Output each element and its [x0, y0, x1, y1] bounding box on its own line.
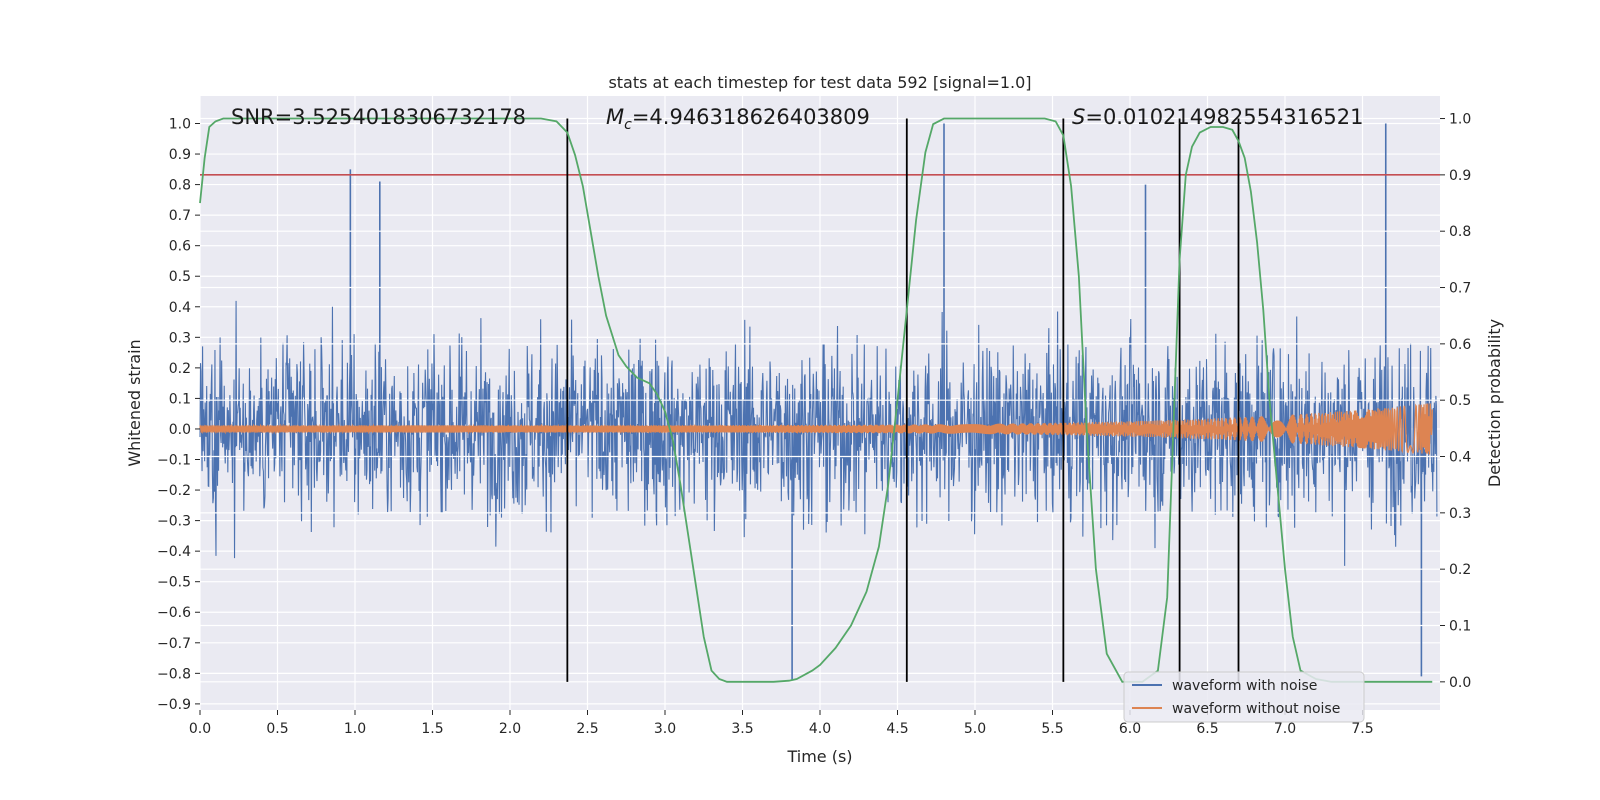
probability-curve: [199, 117, 1433, 683]
chirp-mass-symbol: M: [606, 105, 624, 129]
y-left-axis-ticks: 1.0 0.9 0.8 0.7 0.6 0.5 0.4 0.3 0.2 0.1 0.0 −0.1 −0.…: [157, 116, 200, 713]
y-left-tick-label: −0.2: [157, 483, 191, 499]
chirp-mass-value: =4.946318626403809: [632, 105, 870, 129]
y-left-tick-label: −0.3: [157, 514, 191, 530]
s-symbol: S: [1072, 105, 1085, 129]
y-right-tick-label: 0.0: [1449, 675, 1471, 691]
y-right-tick-label: 0.1: [1449, 619, 1471, 635]
y-left-tick-label: 0.3: [169, 330, 191, 346]
y-left-tick-label: 0.1: [169, 391, 191, 407]
y-left-tick-label: 1.0: [169, 116, 191, 132]
y-left-tick-label: −0.1: [157, 453, 191, 469]
y-left-tick-label: −0.8: [157, 666, 191, 682]
vertical-markers: [566, 118, 1240, 682]
x-axis-ticks: 0.0 0.5 1.0 1.5 2.0 2.5 3.0 3.5 4.0 4.5 5.0 5.5 6.0 6…: [189, 710, 1374, 737]
y-left-tick-label: −0.9: [157, 697, 191, 713]
y-right-axis-title: Detection probability: [1485, 319, 1504, 487]
chirp-mass-subscript: c: [624, 117, 632, 133]
x-tick-label: 5.5: [1041, 721, 1063, 737]
x-tick-label: 2.5: [576, 721, 598, 737]
x-tick-label: 2.0: [499, 721, 521, 737]
x-tick-label: 3.5: [731, 721, 753, 737]
y-left-tick-label: 0.2: [169, 361, 191, 377]
x-tick-label: 7.0: [1274, 721, 1296, 737]
x-tick-label: 1.0: [344, 721, 366, 737]
y-left-tick-label: 0.7: [169, 208, 191, 224]
y-right-tick-label: 0.3: [1449, 506, 1471, 522]
x-tick-label: 0.0: [189, 721, 211, 737]
y-left-tick-label: 0.0: [169, 422, 191, 438]
y-right-tick-label: 0.2: [1449, 562, 1471, 578]
legend-label-clean: waveform without noise: [1172, 701, 1340, 717]
chirp-mass-annotation: Mc=4.946318626403809: [606, 105, 870, 133]
y-right-axis-ticks: 1.0 0.9 0.8 0.7 0.6 0.5 0.4 0.3 0.2 0.1 0.0: [1440, 112, 1471, 691]
x-tick-label: 0.5: [266, 721, 288, 737]
y-left-tick-label: −0.5: [157, 575, 191, 591]
y-right-tick-label: 1.0: [1449, 112, 1471, 128]
y-right-tick-label: 0.7: [1449, 281, 1471, 297]
y-left-tick-label: 0.8: [169, 178, 191, 194]
x-tick-label: 7.5: [1351, 721, 1373, 737]
waveform-without-noise-series: [199, 403, 1433, 455]
y-left-tick-label: −0.7: [157, 636, 191, 652]
x-tick-label: 1.5: [421, 721, 443, 737]
y-right-tick-label: 0.9: [1449, 168, 1471, 184]
detection-probability-series: [199, 117, 1433, 683]
x-tick-label: 4.0: [809, 721, 831, 737]
x-axis-title: Time (s): [786, 747, 852, 766]
y-left-tick-label: 0.5: [169, 269, 191, 285]
legend-label-noise: waveform with noise: [1172, 678, 1317, 694]
x-tick-label: 6.0: [1119, 721, 1141, 737]
y-left-tick-label: 0.6: [169, 239, 191, 255]
y-left-axis-title: Whitened strain: [125, 339, 144, 466]
s-annotation: S=0.010214982554316521: [1072, 105, 1363, 129]
s-value: =0.010214982554316521: [1085, 105, 1363, 129]
y-right-tick-label: 0.8: [1449, 224, 1471, 240]
y-left-tick-label: −0.6: [157, 605, 191, 621]
x-tick-label: 5.0: [964, 721, 986, 737]
legend-box: [1123, 671, 1365, 723]
x-tick-label: 4.5: [886, 721, 908, 737]
x-tick-label: 3.0: [654, 721, 676, 737]
chart-title: stats at each timestep for test data 592…: [608, 73, 1031, 92]
snr-annotation: SNR=3.5254018306732178: [231, 105, 526, 129]
y-right-tick-label: 0.5: [1449, 393, 1471, 409]
legend: waveform with noise waveform without noi…: [1123, 671, 1365, 723]
y-right-tick-label: 0.6: [1449, 337, 1471, 353]
y-left-tick-label: 0.9: [169, 147, 191, 163]
y-left-tick-label: −0.4: [157, 544, 191, 560]
y-left-tick-label: 0.4: [169, 300, 191, 316]
clean-trace: [199, 403, 1433, 455]
x-tick-label: 6.5: [1196, 721, 1218, 737]
y-right-tick-label: 0.4: [1449, 450, 1471, 466]
